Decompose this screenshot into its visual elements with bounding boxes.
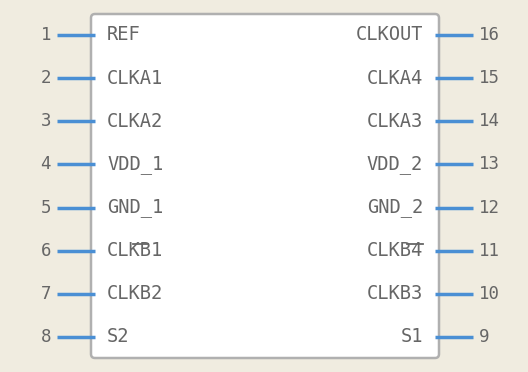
Text: REF: REF [107, 26, 141, 45]
Text: CLKB1: CLKB1 [107, 241, 163, 260]
Text: S1: S1 [401, 327, 423, 346]
Text: 6: 6 [41, 242, 51, 260]
Text: 13: 13 [479, 155, 500, 173]
Text: 15: 15 [479, 69, 500, 87]
Text: 1: 1 [41, 26, 51, 44]
Text: S2: S2 [107, 327, 129, 346]
Text: 9: 9 [479, 328, 489, 346]
Text: 8: 8 [41, 328, 51, 346]
Text: VDD_2: VDD_2 [367, 155, 423, 174]
Text: CLKOUT: CLKOUT [355, 26, 423, 45]
Text: 7: 7 [41, 285, 51, 303]
Text: 2: 2 [41, 69, 51, 87]
Text: 14: 14 [479, 112, 500, 130]
Text: CLKB2: CLKB2 [107, 284, 163, 303]
Text: 16: 16 [479, 26, 500, 44]
Text: CLKA3: CLKA3 [367, 112, 423, 131]
Text: CLKB3: CLKB3 [367, 284, 423, 303]
Text: 5: 5 [41, 199, 51, 217]
Text: 10: 10 [479, 285, 500, 303]
Text: CLKB4: CLKB4 [367, 241, 423, 260]
Text: CLKA2: CLKA2 [107, 112, 163, 131]
Text: 11: 11 [479, 242, 500, 260]
Text: VDD_1: VDD_1 [107, 155, 163, 174]
Text: 3: 3 [41, 112, 51, 130]
Text: GND_2: GND_2 [367, 198, 423, 217]
Text: 4: 4 [41, 155, 51, 173]
Text: CLKA1: CLKA1 [107, 69, 163, 88]
Text: GND_1: GND_1 [107, 198, 163, 217]
Text: 12: 12 [479, 199, 500, 217]
FancyBboxPatch shape [91, 14, 439, 358]
Text: CLKA4: CLKA4 [367, 69, 423, 88]
